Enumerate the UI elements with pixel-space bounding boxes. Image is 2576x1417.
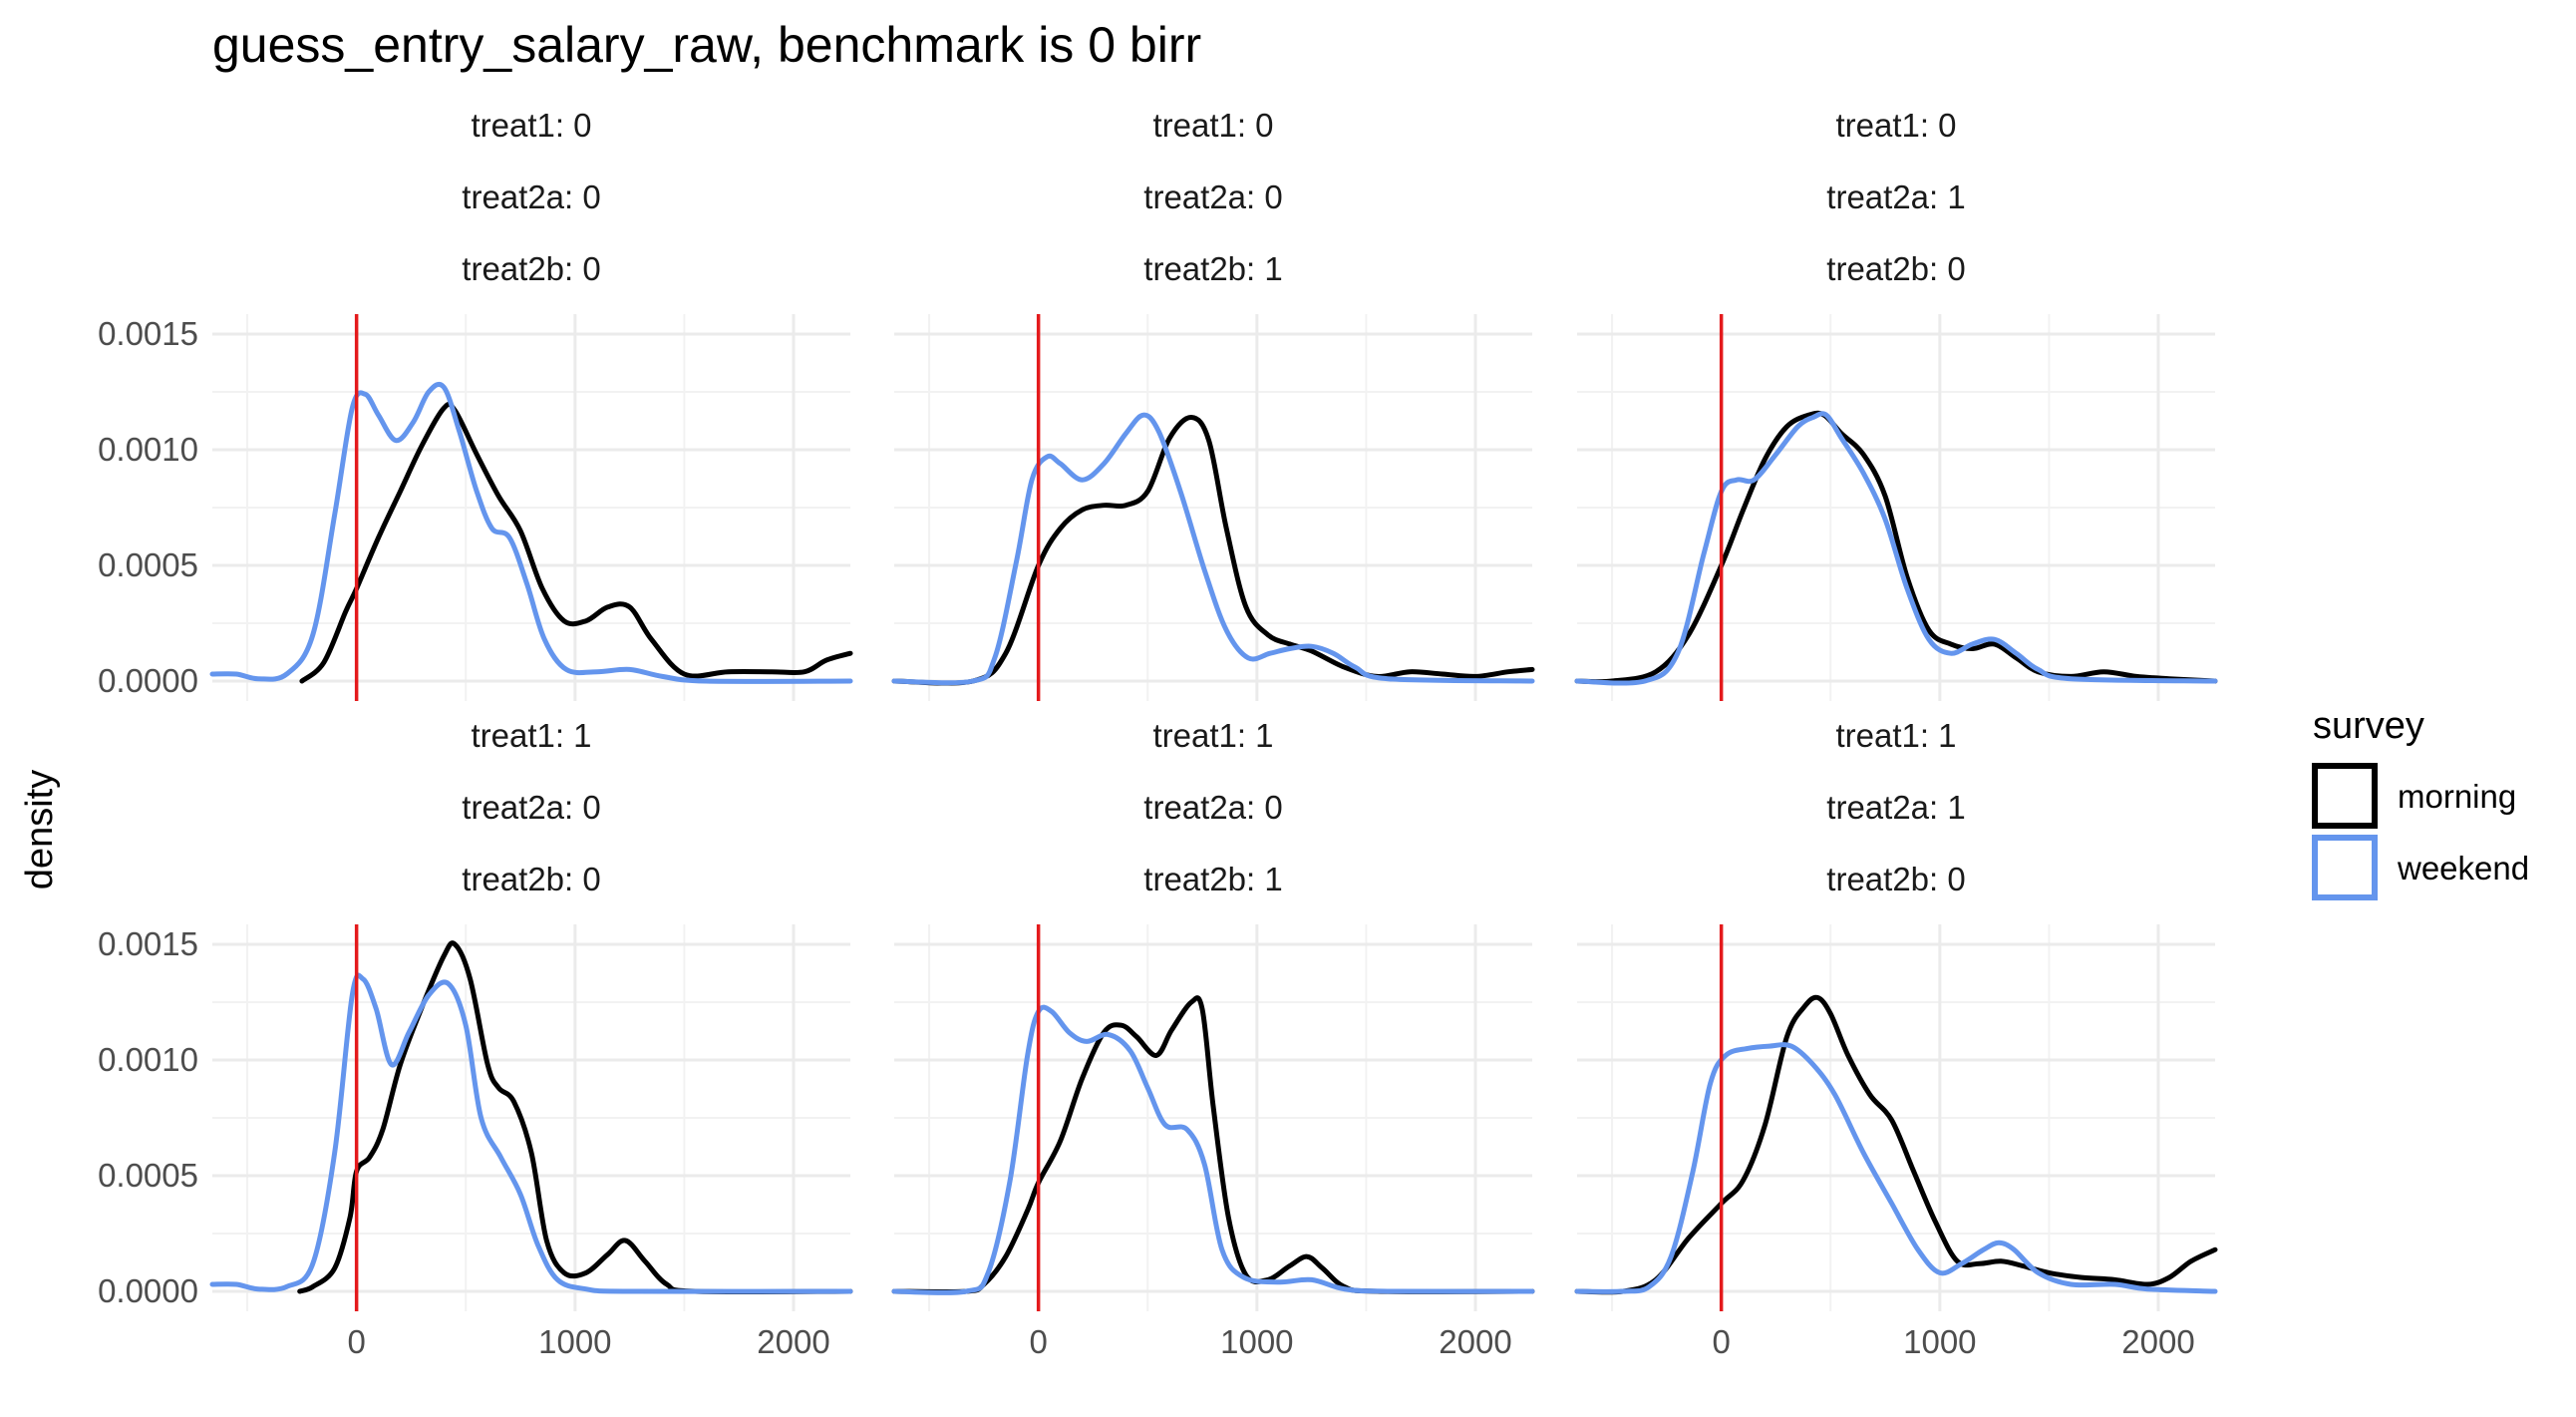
strip-label: treat2a: 0 <box>462 789 600 826</box>
legend-entries: morning weekend <box>2312 763 2529 900</box>
facet-panels: treat1: 0 treat2a: 0 treat2b: 0 0.0000 0.000… <box>98 107 2218 1360</box>
x-tick-label: 0 <box>1712 1323 1730 1360</box>
strip-label: treat2b: 0 <box>462 250 600 287</box>
facet-panel-6: treat1: 1 treat2a: 1 treat2b: 0 0 1000 2000 <box>1574 717 2218 1360</box>
x-tick-label: 2000 <box>1439 1323 1511 1360</box>
y-tick-label: 0.0005 <box>98 1157 198 1194</box>
x-tick-label: 0 <box>1029 1323 1047 1360</box>
x-tick-label: 1000 <box>538 1323 611 1360</box>
y-tick-label: 0.0010 <box>98 431 198 468</box>
strip-label: treat2b: 0 <box>462 861 600 897</box>
y-tick-label: 0.0015 <box>98 925 198 962</box>
strip-label: treat2b: 0 <box>1826 250 1965 287</box>
strip-label: treat1: 0 <box>1152 107 1273 144</box>
density-line-weekend <box>1574 411 2218 686</box>
strip-label: treat2a: 1 <box>1826 178 1965 215</box>
strip-label: treat2b: 1 <box>1143 861 1282 897</box>
facet-panel-1: treat1: 0 treat2a: 0 treat2b: 0 0.0000 0.000… <box>98 107 853 701</box>
legend-key-weekend <box>2312 835 2378 900</box>
y-tick-label: 0.0015 <box>98 315 198 352</box>
legend-label-morning: morning <box>2398 778 2516 815</box>
strip-label: treat1: 1 <box>1835 717 1956 754</box>
legend-key-morning <box>2312 763 2378 829</box>
density-line-morning <box>891 995 1535 1295</box>
y-axis-title: density <box>19 770 61 889</box>
x-tick-label: 1000 <box>1220 1323 1293 1360</box>
legend-label-weekend: weekend <box>2397 850 2529 886</box>
facet-panel-5: treat1: 1 treat2a: 0 treat2b: 1 0 1000 2000 <box>891 717 1535 1360</box>
density-line-weekend <box>1574 1042 2218 1294</box>
facet-panel-2: treat1: 0 treat2a: 0 treat2b: 1 <box>891 107 1535 701</box>
y-tick-label: 0.0005 <box>98 546 198 583</box>
strip-label: treat1: 0 <box>471 107 591 144</box>
y-tick-label: 0.0000 <box>98 1272 198 1309</box>
density-line-weekend <box>209 381 853 684</box>
density-line-weekend <box>891 412 1535 686</box>
strip-label: treat2b: 1 <box>1143 250 1282 287</box>
strip-label: treat2a: 1 <box>1826 789 1965 826</box>
strip-label: treat2a: 0 <box>1143 789 1282 826</box>
density-line-weekend <box>209 972 853 1294</box>
strip-label: treat1: 0 <box>1835 107 1956 144</box>
x-tick-label: 1000 <box>1903 1323 1976 1360</box>
legend: survey morning weekend <box>2312 705 2529 900</box>
strip-label: treat2a: 0 <box>462 178 600 215</box>
density-line-weekend <box>891 1004 1535 1295</box>
x-tick-label: 0 <box>347 1323 365 1360</box>
strip-label: treat1: 1 <box>471 717 591 754</box>
y-tick-label: 0.0010 <box>98 1041 198 1078</box>
strip-label: treat2a: 0 <box>1143 178 1282 215</box>
legend-title: survey <box>2313 705 2424 747</box>
x-tick-label: 2000 <box>2121 1323 2194 1360</box>
facet-panel-3: treat1: 0 treat2a: 1 treat2b: 0 <box>1574 107 2218 701</box>
strip-label: treat1: 1 <box>1152 717 1273 754</box>
strip-label: treat2b: 0 <box>1826 861 1965 897</box>
facet-panel-4: treat1: 1 treat2a: 0 treat2b: 0 0.0000 0.000… <box>98 717 853 1360</box>
x-tick-label: 2000 <box>757 1323 829 1360</box>
density-line-morning <box>1574 994 2218 1295</box>
density-line-morning <box>891 415 1535 686</box>
density-line-morning <box>299 401 853 684</box>
y-tick-label: 0.0000 <box>98 662 198 699</box>
chart-title: guess_entry_salary_raw, benchmark is 0 b… <box>212 17 1201 73</box>
